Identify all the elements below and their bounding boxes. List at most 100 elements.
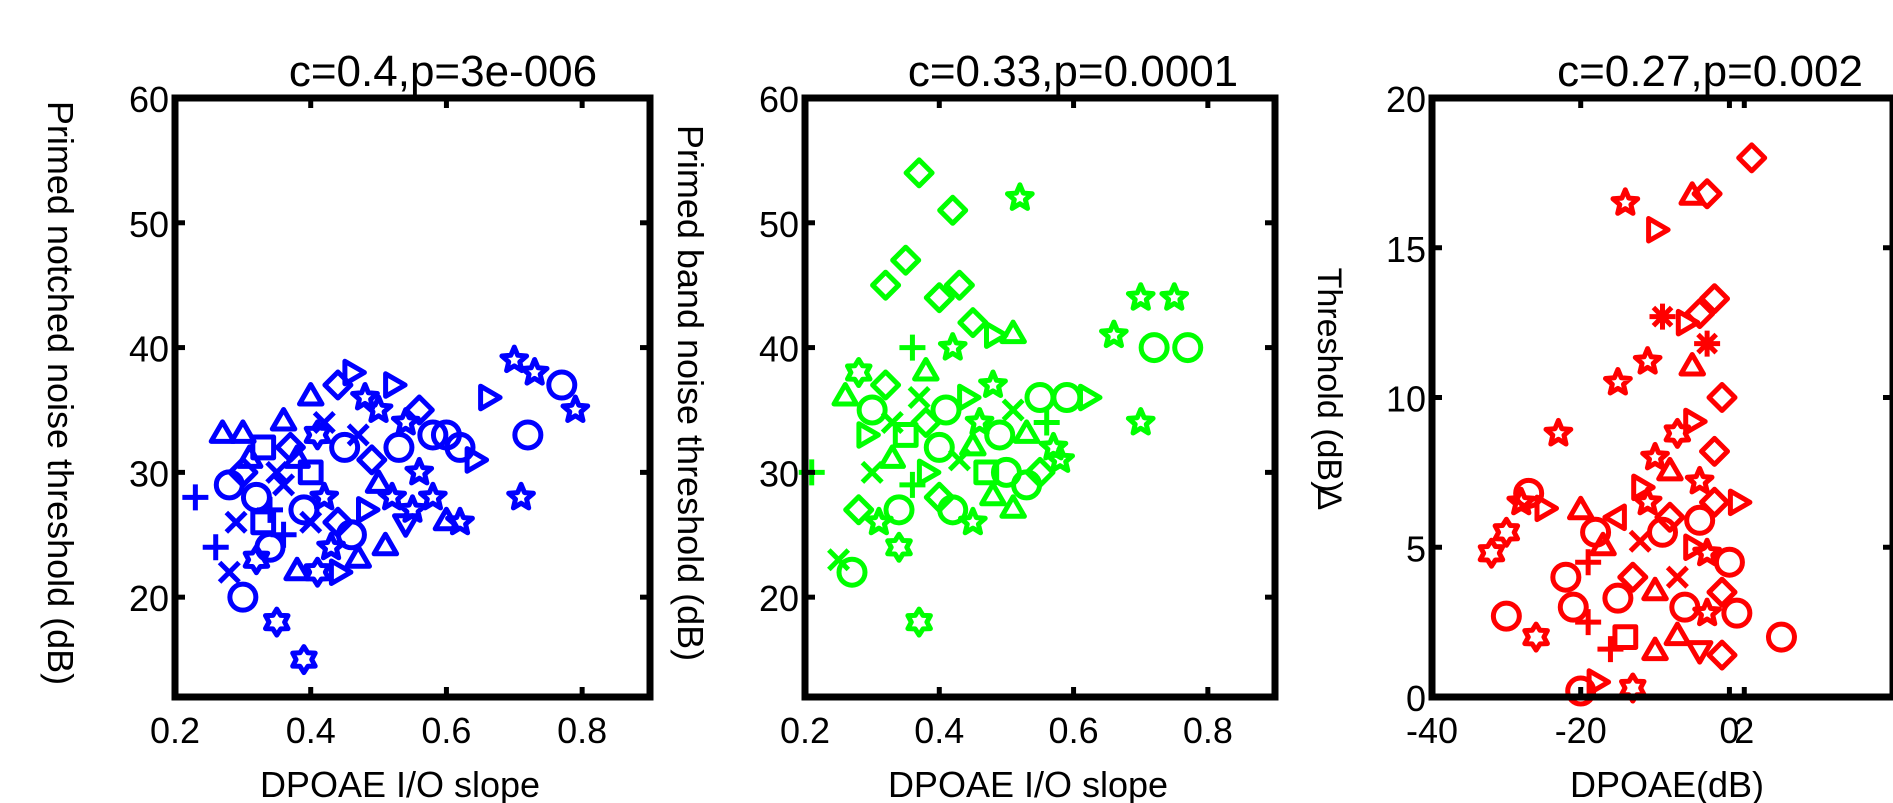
data-point-37 <box>240 481 272 513</box>
data-point-10 <box>250 434 277 461</box>
x-tick-label: 0 <box>1719 710 1739 751</box>
data-point-17 <box>912 357 940 382</box>
y-tick-label: 60 <box>759 79 799 120</box>
data-point-3 <box>217 560 241 584</box>
data-point-14 <box>984 321 1009 349</box>
data-point-49 <box>843 494 875 526</box>
data-point-37 <box>1159 282 1190 311</box>
data-point-31 <box>1706 576 1738 608</box>
data-point-58 <box>923 431 955 463</box>
x-tick-label: 0.6 <box>1049 710 1099 751</box>
data-point-70 <box>303 419 332 451</box>
data-point-6 <box>263 606 291 638</box>
data-point-57 <box>1580 516 1612 548</box>
data-point-5 <box>905 606 933 638</box>
data-point-22 <box>1575 549 1602 576</box>
data-point-2 <box>827 548 851 572</box>
data-point-61 <box>907 385 931 410</box>
x-tick-label: 2 <box>1734 710 1754 751</box>
data-point-19 <box>845 357 873 388</box>
data-point-5 <box>1490 600 1522 632</box>
data-point-35 <box>1099 319 1129 349</box>
y-tick-label: 0 <box>1406 678 1426 719</box>
data-point-43 <box>1543 417 1574 447</box>
data-point-23 <box>892 422 919 448</box>
data-point-14 <box>1721 597 1753 629</box>
data-point-62 <box>1654 501 1686 533</box>
data-point-30 <box>512 419 544 451</box>
data-point-20 <box>831 382 859 407</box>
data-point-6 <box>903 157 935 189</box>
data-point-50 <box>1699 283 1730 315</box>
data-point-30 <box>1692 537 1722 567</box>
data-point-63 <box>1628 529 1652 553</box>
data-point-34 <box>560 394 591 423</box>
y-tick-label: 50 <box>759 204 799 245</box>
y-tick-label: 20 <box>129 578 169 619</box>
data-point-54 <box>973 459 1000 486</box>
data-point-17 <box>1492 516 1521 548</box>
data-point-21 <box>856 394 888 426</box>
data-point-19 <box>1513 477 1545 509</box>
data-point-8 <box>1005 182 1035 211</box>
data-point-45 <box>923 481 955 513</box>
data-point-27 <box>964 407 995 436</box>
data-point-40 <box>1125 407 1156 436</box>
data-point-3 <box>836 556 868 588</box>
data-point-4 <box>885 531 913 563</box>
data-point-26 <box>957 383 982 412</box>
data-point-54 <box>328 558 354 586</box>
data-point-39 <box>1172 332 1204 364</box>
x-tick-label: 0.4 <box>914 710 964 751</box>
data-point-59 <box>1641 576 1669 602</box>
panel-2-xlabel: DPOAE I/O slope <box>888 764 1168 803</box>
panel-1-points <box>182 344 591 676</box>
data-point-33 <box>1699 486 1730 518</box>
data-point-60 <box>1692 597 1722 627</box>
data-point-3 <box>1619 672 1647 704</box>
data-point-36 <box>1699 435 1730 467</box>
y-tick-label: 10 <box>1386 379 1426 420</box>
data-point-25 <box>1617 561 1649 593</box>
x-tick-label: 0.8 <box>557 710 607 751</box>
data-point-53 <box>303 556 332 588</box>
data-point-29 <box>506 481 536 511</box>
data-point-38 <box>1631 473 1656 502</box>
y-tick-label: 40 <box>129 329 169 370</box>
data-point-52 <box>916 458 942 487</box>
data-point-10 <box>890 244 922 276</box>
panel-2-title: c=0.33,p=0.0001 <box>908 47 1238 96</box>
data-point-22 <box>880 410 904 434</box>
x-tick-label: 0.2 <box>780 710 830 751</box>
panel-3-points <box>1477 142 1797 707</box>
data-point-34 <box>1727 488 1753 517</box>
x-tick-label: -40 <box>1406 710 1458 751</box>
data-point-5 <box>242 544 271 576</box>
data-point-65 <box>1567 495 1595 521</box>
data-point-65 <box>250 509 277 536</box>
data-point-47 <box>1694 330 1721 357</box>
scatter-panel-1: c=0.4,p=3e-006 Primed notched noise thre… <box>40 47 654 803</box>
data-point-17 <box>363 394 394 423</box>
data-point-41 <box>1683 407 1708 436</box>
data-point-56 <box>235 444 264 469</box>
data-point-18 <box>937 332 968 361</box>
data-point-51 <box>1649 303 1676 330</box>
data-point-38 <box>1138 332 1170 364</box>
x-tick-label: 0.2 <box>150 710 200 751</box>
data-point-40 <box>1663 417 1692 449</box>
data-point-62 <box>870 369 902 401</box>
data-point-33 <box>546 369 578 401</box>
data-point-23 <box>444 431 476 463</box>
data-point-2 <box>1586 668 1612 696</box>
panel-1-axes-frame <box>171 94 654 701</box>
data-point-59 <box>959 431 987 457</box>
data-point-61 <box>344 544 372 569</box>
data-point-47 <box>377 481 407 511</box>
y-tick-label: 60 <box>129 79 169 120</box>
data-point-20 <box>403 394 435 426</box>
data-point-48 <box>392 513 420 538</box>
data-point-11 <box>923 282 955 314</box>
panel-2-points <box>798 157 1204 638</box>
